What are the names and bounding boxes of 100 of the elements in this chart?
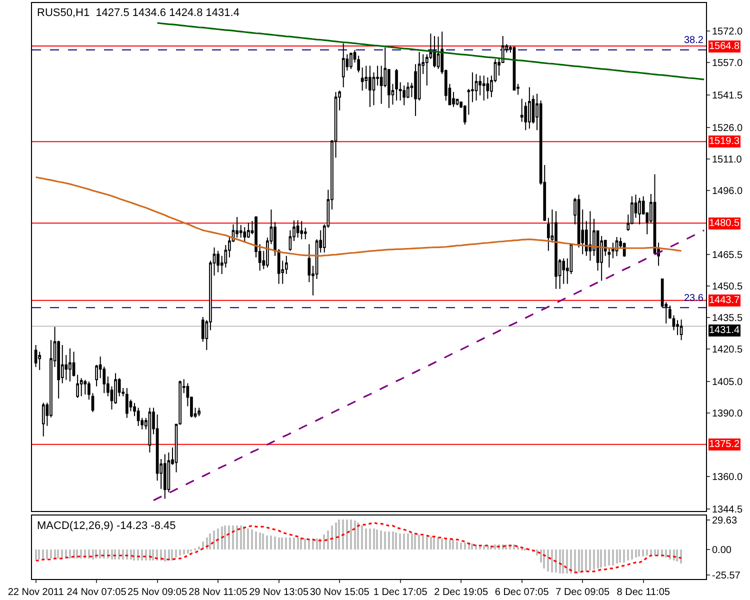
candlestick (368, 65, 372, 108)
chart-title: RUS50,H1 1427.5 1434.6 1424.8 1431.4 (37, 7, 240, 19)
annotation: 38.2 (684, 35, 704, 46)
ref-line-label: 1443.7 (709, 295, 740, 306)
bar (262, 534, 264, 550)
bar (198, 546, 200, 550)
bar (217, 528, 219, 550)
bar (437, 538, 439, 550)
candlestick (277, 248, 280, 284)
y-tick-label: 29.63 (712, 516, 738, 527)
chart-title: MACD(12,26,9) -14.23 -8.45 (37, 520, 176, 532)
bar (141, 550, 143, 561)
x-tick-label: 24 Nov 07:05 (66, 587, 127, 598)
x-tick-label: 8 Dec 11:05 (616, 587, 670, 598)
bar (69, 550, 71, 559)
bar (411, 534, 413, 550)
bar (285, 538, 287, 550)
bar (631, 550, 633, 560)
candlestick (300, 220, 304, 240)
bar (593, 550, 595, 570)
bar (581, 550, 583, 572)
y-tick-label: 1420.5 (712, 344, 744, 356)
bar (57, 550, 59, 559)
bar (221, 526, 223, 550)
bar (562, 550, 564, 574)
bar (513, 544, 515, 550)
bar (145, 550, 147, 561)
candlestick (528, 86, 531, 130)
bar (266, 536, 268, 550)
bar (323, 534, 325, 550)
bar (213, 530, 215, 550)
y-tick-label: 1572.0 (712, 26, 744, 38)
bar (297, 538, 299, 550)
bar (240, 526, 242, 550)
candlestick (638, 197, 641, 225)
bar (578, 550, 580, 573)
bar (654, 550, 656, 556)
bar (619, 550, 621, 563)
y-tick-label: 1360.0 (712, 472, 744, 483)
bar (289, 538, 291, 550)
bar (160, 550, 162, 561)
bar (35, 550, 37, 560)
bar (54, 550, 56, 559)
candlestick (433, 35, 436, 68)
x-tick-label: 28 Nov 11:05 (188, 587, 248, 598)
line-series (152, 229, 705, 502)
bar (608, 550, 610, 566)
line-series (156, 22, 705, 80)
bar (430, 536, 432, 550)
bar (384, 532, 386, 550)
bar (338, 520, 340, 550)
candlestick (486, 76, 490, 100)
bar (665, 550, 667, 558)
bar (335, 522, 337, 550)
candlestick (84, 379, 87, 396)
bar (441, 538, 443, 550)
bar (92, 550, 94, 560)
x-tick-label: 6 Dec 07:05 (494, 587, 550, 598)
bar (657, 550, 659, 556)
bar (570, 550, 572, 574)
bar (187, 550, 189, 554)
bar (373, 528, 375, 550)
candlestick (402, 85, 406, 106)
bar (228, 526, 230, 550)
bar (175, 550, 177, 558)
bar (627, 550, 629, 561)
bar (399, 534, 401, 550)
candlestick (243, 226, 246, 244)
bar (604, 550, 606, 567)
bar (316, 538, 318, 550)
bar (612, 550, 614, 566)
bar (255, 532, 257, 550)
bar (179, 550, 181, 556)
candlestick (91, 392, 94, 413)
candlestick (680, 319, 683, 341)
bar (380, 530, 382, 550)
candlestick (554, 210, 558, 290)
y-tick-label: 1465.5 (712, 250, 744, 262)
bar (449, 540, 451, 550)
bar (426, 536, 428, 550)
bar (376, 530, 378, 550)
bar (300, 538, 302, 550)
bar (574, 550, 576, 573)
x-tick-label: 22 Nov 2011 (8, 587, 64, 598)
bar (407, 534, 409, 550)
bar (232, 526, 234, 550)
bar (369, 528, 371, 550)
bar (118, 550, 120, 560)
candlestick (395, 68, 398, 101)
bar (354, 520, 356, 550)
x-tick-label: 1 Dec 17:05 (373, 587, 428, 598)
bar (111, 550, 113, 560)
bar (281, 538, 283, 550)
bar (270, 536, 272, 550)
bar (365, 528, 367, 550)
y-tick-label: 1526.0 (712, 123, 744, 134)
bar (676, 550, 678, 562)
candlestick (148, 407, 152, 454)
bar (331, 526, 333, 550)
bar (88, 550, 90, 559)
